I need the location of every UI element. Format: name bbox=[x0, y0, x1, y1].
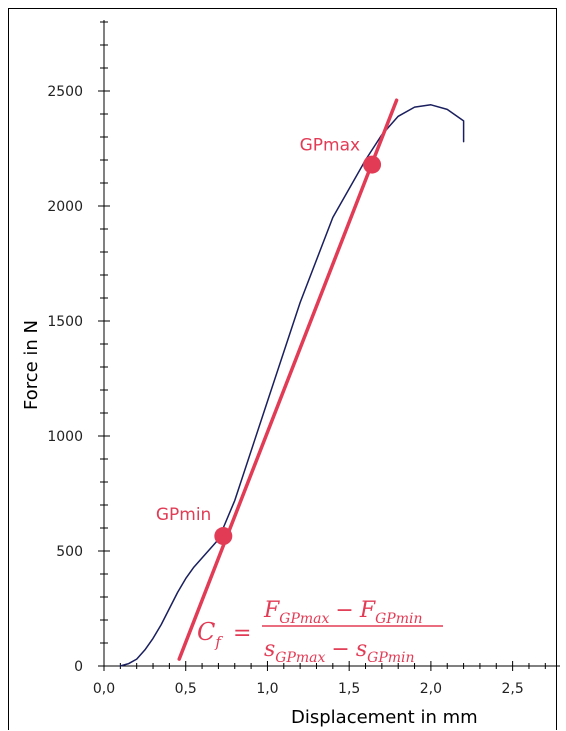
marker-label-gpmin: GPmin bbox=[156, 505, 211, 525]
y-tick-label: 500 bbox=[56, 544, 83, 560]
y-tick-label: 1500 bbox=[47, 314, 83, 330]
y-tick-label: 0 bbox=[74, 659, 83, 675]
capacity-formula: Cf = FGPmax − FGPmin sGPmax − sGPmin bbox=[197, 598, 443, 666]
marker-layer: GPmin GPmax bbox=[156, 136, 382, 546]
x-tick-label: 0,5 bbox=[175, 681, 197, 697]
series-layer bbox=[119, 98, 465, 667]
x-tick-label: 0,0 bbox=[93, 681, 115, 697]
force-curve bbox=[119, 104, 465, 667]
formula-equals: = bbox=[233, 621, 251, 646]
axes: 0,0 0,5 1,0 1,5 2,0 2,5 0 500 1000 1500 2000 2500 bbox=[47, 20, 560, 697]
formula-denominator: sGPmax − sGPmin bbox=[264, 637, 415, 666]
x-tick-label: 2,0 bbox=[420, 681, 442, 697]
x-tick-label: 1,0 bbox=[256, 681, 278, 697]
x-tick-label: 2,5 bbox=[501, 681, 523, 697]
x-tick-label: 1,5 bbox=[338, 681, 360, 697]
y-tick-label: 2000 bbox=[47, 199, 83, 215]
marker-gpmin bbox=[214, 527, 233, 546]
y-tick-label: 2500 bbox=[47, 84, 83, 100]
chart-frame bbox=[8, 8, 557, 730]
marker-label-gpmax: GPmax bbox=[300, 136, 360, 156]
x-ticks: 0,0 0,5 1,0 1,5 2,0 2,5 bbox=[93, 661, 546, 697]
y-axis-title: Force in N bbox=[21, 320, 42, 410]
marker-gpmax bbox=[363, 155, 382, 174]
formula-lhs: Cf bbox=[197, 618, 223, 651]
x-axis-title: Displacement in mm bbox=[291, 707, 478, 728]
y-tick-label: 1000 bbox=[47, 429, 83, 445]
y-ticks: 0 500 1000 1500 2000 2500 bbox=[47, 21, 110, 675]
fit-line bbox=[177, 98, 399, 661]
formula-numerator: FGPmax − FGPmin bbox=[263, 598, 422, 627]
